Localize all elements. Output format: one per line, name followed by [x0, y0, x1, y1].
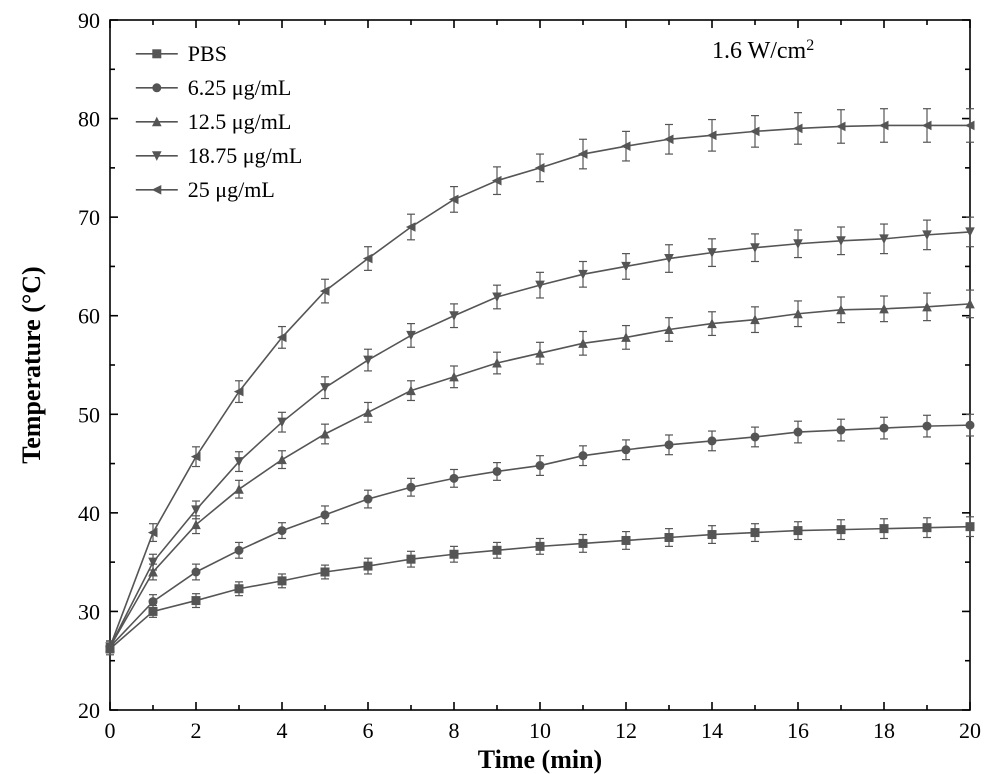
svg-text:16: 16 [787, 718, 809, 743]
svg-text:70: 70 [78, 205, 100, 230]
svg-text:2: 2 [191, 718, 202, 743]
svg-text:40: 40 [78, 501, 100, 526]
svg-text:4: 4 [277, 718, 288, 743]
svg-text:90: 90 [78, 8, 100, 33]
svg-text:8: 8 [449, 718, 460, 743]
svg-text:80: 80 [78, 107, 100, 132]
svg-text:25 μg/mL: 25 μg/mL [188, 177, 275, 202]
svg-text:10: 10 [529, 718, 551, 743]
svg-text:6.25 μg/mL: 6.25 μg/mL [188, 75, 291, 100]
svg-text:60: 60 [78, 304, 100, 329]
svg-text:18: 18 [873, 718, 895, 743]
x-axis-label: Time (min) [478, 745, 602, 774]
temperature-time-chart: 0 2 4 6 8 10 12 14 16 18 20 20 30 40 50 60 70 80 90 Time (m… [0, 0, 1000, 774]
svg-text:20: 20 [959, 718, 981, 743]
svg-text:50: 50 [78, 402, 100, 427]
power-density-annotation: 1.6 W/cm2 [712, 36, 814, 64]
svg-text:18.75 μg/mL: 18.75 μg/mL [188, 143, 302, 168]
svg-text:30: 30 [78, 599, 100, 624]
svg-text:14: 14 [701, 718, 723, 743]
svg-text:12.5 μg/mL: 12.5 μg/mL [188, 109, 291, 134]
svg-text:6: 6 [363, 718, 374, 743]
svg-text:12: 12 [615, 718, 637, 743]
svg-text:20: 20 [78, 698, 100, 723]
chart-svg: 0 2 4 6 8 10 12 14 16 18 20 20 30 40 50 60 70 80 90 Time (m… [0, 0, 1000, 774]
y-axis-label: Temperature (°C) [17, 266, 46, 463]
svg-text:PBS: PBS [188, 41, 227, 66]
svg-text:0: 0 [105, 718, 116, 743]
